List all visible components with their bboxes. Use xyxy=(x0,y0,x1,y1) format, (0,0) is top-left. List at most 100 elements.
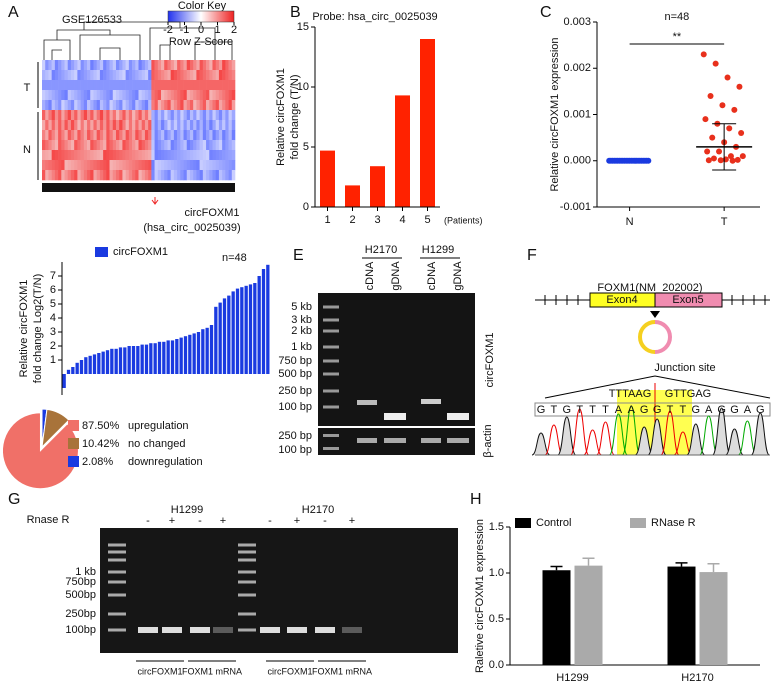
heat-cell xyxy=(128,90,133,101)
ladder-band xyxy=(238,593,256,597)
heat-cell xyxy=(93,100,97,111)
heat-cell xyxy=(58,70,62,81)
heatmap xyxy=(42,60,236,181)
heat-cell xyxy=(132,130,136,141)
heat-cell xyxy=(125,150,130,161)
heat-cell xyxy=(183,170,188,181)
gel-band xyxy=(447,438,469,443)
heat-cell xyxy=(54,100,59,111)
base-letter: G xyxy=(692,404,701,416)
heat-cell xyxy=(148,100,152,111)
x-tick-label: H1299 xyxy=(556,672,588,684)
heat-cell xyxy=(83,140,88,151)
junction-label: Junction site xyxy=(654,362,715,374)
heat-cell xyxy=(103,120,107,131)
heat-cell xyxy=(215,130,220,141)
exon-label: Exon5 xyxy=(672,294,703,306)
bar xyxy=(105,350,110,374)
heat-cell xyxy=(138,70,143,81)
heat-cell xyxy=(186,160,191,171)
heat-cell xyxy=(148,60,152,71)
heat-cell xyxy=(164,150,168,161)
heat-cell xyxy=(209,60,213,71)
base-letter: T xyxy=(667,404,674,416)
heat-cell xyxy=(228,100,233,111)
heat-cell xyxy=(125,140,130,151)
heat-cell xyxy=(222,60,226,71)
heat-cell xyxy=(161,160,165,171)
bar xyxy=(166,340,170,374)
heat-cell xyxy=(151,160,155,171)
base-letter: T xyxy=(551,404,558,416)
heat-cell xyxy=(209,80,213,91)
heat-cell xyxy=(135,80,139,91)
heat-cell xyxy=(170,80,175,91)
heat-cell xyxy=(206,80,210,91)
lane-label: cDNA xyxy=(364,261,376,290)
heat-cell xyxy=(135,120,139,131)
dot xyxy=(611,157,618,164)
heat-cell xyxy=(212,70,216,81)
heat-cell xyxy=(99,80,104,91)
heat-cell xyxy=(112,70,117,81)
bar xyxy=(88,355,92,374)
y-tick-label: 0.003 xyxy=(563,16,591,28)
heat-cell xyxy=(103,70,107,81)
heat-cell xyxy=(70,60,75,71)
significance: ** xyxy=(673,31,682,43)
peak xyxy=(583,429,602,456)
heat-cell xyxy=(128,60,133,71)
panel-letter: F xyxy=(527,247,537,264)
heat-cell xyxy=(93,130,97,141)
heat-cell xyxy=(173,160,178,171)
bar xyxy=(209,325,214,374)
heat-cell xyxy=(228,160,233,171)
heat-cell xyxy=(112,170,117,181)
heat-cell xyxy=(173,150,178,161)
color-key-title: Color Key xyxy=(178,0,227,12)
bar xyxy=(79,360,84,374)
dot xyxy=(729,157,736,164)
heat-cell xyxy=(51,90,56,101)
heat-cell xyxy=(209,140,213,151)
dot xyxy=(623,157,630,164)
bar xyxy=(240,287,244,374)
heat-cell xyxy=(87,110,91,121)
heat-cell xyxy=(186,90,191,101)
heat-cell xyxy=(170,110,175,121)
heat-cell xyxy=(42,80,46,91)
treatment-sign: - xyxy=(268,515,272,527)
heat-cell xyxy=(193,140,197,151)
heat-cell xyxy=(70,110,75,121)
base-letter: A xyxy=(705,404,713,416)
heat-cell xyxy=(157,160,162,171)
heat-cell xyxy=(83,80,88,91)
heat-cell xyxy=(173,90,178,101)
bar xyxy=(395,95,410,207)
bar xyxy=(62,374,66,388)
heat-cell xyxy=(177,140,181,151)
heat-cell xyxy=(167,100,171,111)
heat-cell xyxy=(154,80,159,91)
heat-cell xyxy=(125,130,130,141)
bar xyxy=(175,339,179,374)
bar xyxy=(170,340,175,374)
heat-cell xyxy=(83,130,88,141)
heat-cell xyxy=(48,100,52,111)
heat-cell xyxy=(67,130,72,141)
heat-cell xyxy=(122,100,126,111)
heat-cell xyxy=(225,80,229,91)
heat-cell xyxy=(173,110,178,121)
heat-cell xyxy=(228,90,233,101)
heat-cell xyxy=(83,70,88,81)
heat-cell xyxy=(106,130,110,141)
heat-cell xyxy=(173,140,178,151)
heat-cell xyxy=(48,60,52,71)
product-label: circFOXM1 xyxy=(268,666,313,676)
heat-cell xyxy=(90,80,94,91)
base-letter: T xyxy=(680,404,687,416)
bar xyxy=(218,302,222,374)
dot xyxy=(616,157,623,164)
treatment-sign: - xyxy=(146,515,150,527)
heat-cell xyxy=(202,170,207,181)
